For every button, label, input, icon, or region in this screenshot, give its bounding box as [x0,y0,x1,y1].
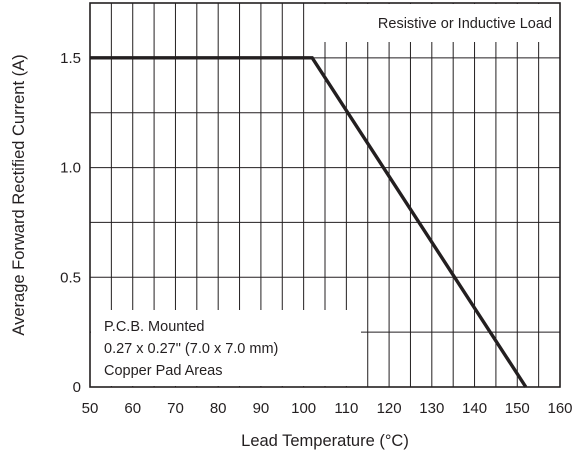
x-tick-label: 140 [462,400,487,417]
annotation-line: P.C.B. Mounted [104,319,205,335]
x-tick-label: 150 [505,400,530,417]
y-tick-label: 1.5 [60,50,81,67]
y-tick-label: 1.0 [60,160,81,177]
x-tick-label: 130 [419,400,444,417]
x-tick-label: 70 [167,400,184,417]
x-tick-label: 50 [82,400,99,417]
x-tick-label: 120 [377,400,402,417]
y-tick-labels: 0 0.5 1.0 1.5 [60,50,81,396]
x-tick-labels: 50 60 70 80 90 100 110 120 130 140 150 160 [82,400,573,417]
x-tick-label: 160 [547,400,572,417]
y-tick-label: 0.5 [60,269,81,286]
annotation-top-right: Resistive or Inductive Load [320,4,559,42]
x-tick-label: 90 [253,400,270,417]
series-layer [90,56,528,388]
annotation-box [320,4,559,42]
x-tick-label: 100 [291,400,316,417]
plot-frame [89,2,561,388]
x-tick-label: 60 [124,400,141,417]
x-axis-label: Lead Temperature (°C) [241,432,409,450]
x-tick-label: 80 [210,400,227,417]
y-tick-label: 0 [73,379,81,396]
annotation-line: 0.27 x 0.27" (7.0 x 7.0 mm) [104,341,278,357]
annotation-box [91,310,361,386]
x-tick-label: 110 [334,400,358,417]
y-axis-label: Average Forward Rectified Current (A) [10,54,28,335]
series-line [90,56,528,388]
annotation-line: Copper Pad Areas [104,363,223,379]
annotation-bottom-left: P.C.B. Mounted 0.27 x 0.27" (7.0 x 7.0 mm… [91,310,361,386]
annotation-line: Resistive or Inductive Load [378,16,552,32]
